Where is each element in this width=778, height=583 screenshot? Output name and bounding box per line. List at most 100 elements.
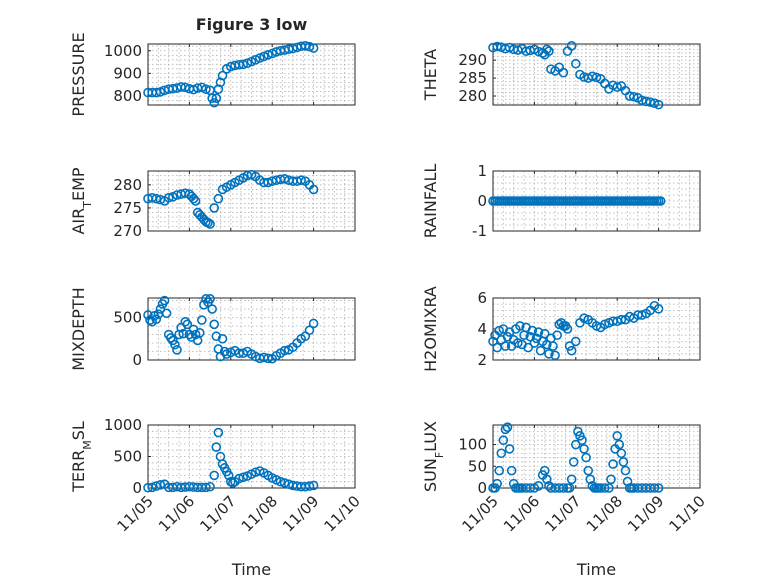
- data-point: [653, 483, 664, 493]
- data-point: [494, 325, 505, 336]
- data-point: [645, 97, 656, 107]
- data-point: [201, 84, 211, 94]
- subplot-air-temp: 270 275 280 AIRTEMP: [69, 167, 356, 240]
- data-point: [147, 482, 157, 493]
- y-tick-label: 0: [477, 192, 487, 210]
- data-point: [506, 465, 517, 476]
- data-point: [552, 330, 562, 341]
- data-point: [205, 294, 215, 304]
- data-point: [539, 465, 550, 476]
- x-tick-label: 11/06: [500, 492, 543, 535]
- data-point: [570, 439, 581, 450]
- data-point: [500, 424, 511, 435]
- data-point: [599, 319, 610, 330]
- data-point: [304, 325, 315, 336]
- figure-title: Figure 3 low: [196, 15, 308, 34]
- x-tick-label: 11/09: [279, 492, 322, 535]
- data-point: [211, 331, 222, 342]
- data-point: [180, 316, 191, 327]
- data-point: [566, 345, 577, 356]
- data-series: [143, 169, 319, 229]
- y-tick-label: 900: [113, 64, 142, 82]
- data-point: [612, 431, 623, 441]
- data-point: [604, 483, 614, 493]
- y-tick-label: 1000: [104, 42, 142, 60]
- data-point: [219, 346, 230, 357]
- data-point: [614, 439, 625, 450]
- data-point: [579, 313, 589, 323]
- data-series: [488, 300, 664, 361]
- data-point: [279, 174, 290, 184]
- data-point: [498, 435, 509, 446]
- data-series: [488, 422, 664, 493]
- x-tick-label: 11/05: [459, 492, 502, 535]
- y-axis-label: RAINFALL: [421, 164, 440, 239]
- data-point: [209, 470, 220, 481]
- data-point: [211, 93, 222, 104]
- data-point: [263, 177, 273, 188]
- data-point: [570, 58, 581, 69]
- y-tick-label: 500: [113, 448, 142, 466]
- data-point: [533, 327, 544, 337]
- y-tick-label: 800: [113, 87, 142, 105]
- data-point: [548, 341, 558, 351]
- y-tick-label: 2: [477, 351, 487, 369]
- data-point: [209, 97, 220, 108]
- data-point: [308, 480, 319, 491]
- data-point: [300, 41, 311, 51]
- y-axis-label: THETA: [421, 49, 440, 101]
- data-point: [513, 338, 523, 348]
- data-point: [194, 328, 205, 338]
- data-point: [238, 472, 249, 483]
- data-series: [488, 196, 666, 206]
- data-point: [217, 333, 228, 344]
- y-tick-label: 270: [113, 222, 142, 240]
- y-tick-label: 4: [477, 320, 487, 338]
- data-point: [172, 345, 182, 355]
- data-point: [308, 43, 319, 53]
- data-point: [155, 480, 166, 490]
- data-point: [151, 314, 162, 325]
- data-point: [263, 353, 273, 364]
- axes-frame: [492, 43, 701, 106]
- data-point: [618, 457, 629, 467]
- y-axis-label: SUNFLUX: [421, 421, 446, 492]
- x-tick-label: 11/06: [155, 492, 198, 535]
- data-point: [544, 46, 554, 56]
- data-point: [494, 465, 505, 476]
- data-series: [488, 40, 664, 110]
- x-axis-label-right: Time: [576, 560, 616, 579]
- data-point: [263, 50, 273, 60]
- data-point: [581, 452, 591, 463]
- data-point: [535, 345, 546, 356]
- y-axis-label: PRESSURE: [69, 32, 88, 116]
- data-point: [205, 219, 215, 229]
- data-point: [308, 318, 319, 329]
- data-point: [655, 196, 666, 206]
- y-tick-label: 280: [458, 87, 487, 105]
- data-point: [566, 40, 577, 51]
- y-tick-label: 1: [477, 162, 487, 180]
- x-tick-label: 11/08: [238, 492, 281, 535]
- y-tick-label: 285: [458, 69, 487, 87]
- y-axis-label: MIXDEPTH: [69, 287, 88, 370]
- data-point: [180, 82, 191, 93]
- data-point: [568, 457, 579, 467]
- data-point: [308, 184, 319, 195]
- y-tick-label: 50: [468, 457, 487, 475]
- data-point: [544, 481, 554, 491]
- data-point: [591, 72, 602, 83]
- data-point: [201, 482, 211, 493]
- data-point: [203, 217, 213, 228]
- data-point: [151, 87, 162, 98]
- data-point: [585, 474, 596, 485]
- data-point: [304, 41, 315, 52]
- x-axis-label-left: Time: [231, 560, 271, 579]
- data-point: [209, 203, 220, 213]
- data-series: [143, 294, 319, 364]
- data-point: [612, 82, 623, 92]
- data-point: [628, 91, 639, 102]
- data-point: [279, 345, 290, 356]
